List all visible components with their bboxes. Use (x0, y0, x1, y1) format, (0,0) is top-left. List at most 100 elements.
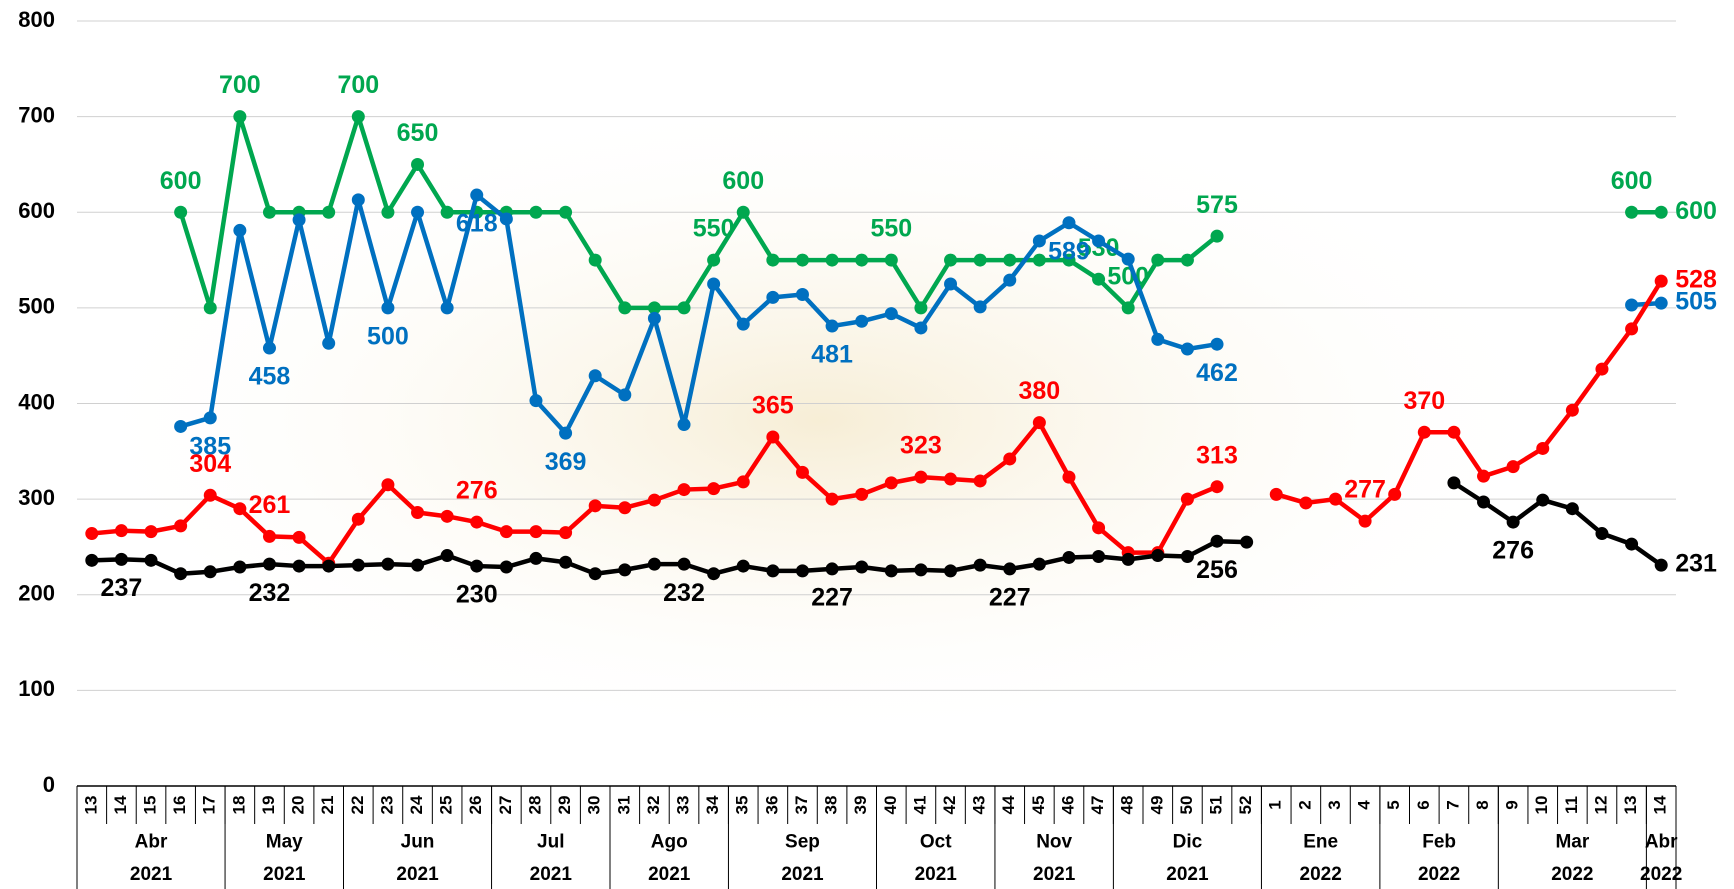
x-tick-label: 9 (1503, 800, 1522, 809)
data-point (441, 510, 454, 523)
data-label: 600 (1611, 167, 1653, 195)
year-label: 2022 (1640, 864, 1682, 885)
data-point (1033, 558, 1046, 571)
data-point (559, 206, 572, 219)
data-point (707, 482, 720, 495)
data-point (293, 213, 306, 226)
x-tick-label: 15 (141, 796, 160, 815)
x-tick-label: 13 (81, 796, 100, 815)
x-tick-label: 12 (1591, 796, 1610, 815)
data-point (1151, 254, 1164, 267)
data-point (204, 565, 217, 578)
x-tick-label: 14 (1651, 795, 1670, 814)
data-point (1092, 521, 1105, 534)
data-point (589, 567, 602, 580)
month-label: Dic (1173, 832, 1203, 853)
year-label: 2022 (1418, 864, 1460, 885)
month-label: Jun (401, 832, 435, 853)
data-point (737, 560, 750, 573)
month-label: Nov (1036, 832, 1072, 853)
x-tick-label: 27 (496, 796, 515, 815)
data-point (352, 559, 365, 572)
chart: 0100200300400500600700800131415161718192… (0, 0, 1734, 889)
data-point (826, 320, 839, 333)
x-tick-label: 39 (851, 796, 870, 815)
data-point (145, 525, 158, 538)
data-point (737, 206, 750, 219)
year-label: 2021 (1033, 864, 1076, 885)
data-point (1033, 234, 1046, 247)
data-point (263, 558, 276, 571)
data-point (974, 474, 987, 487)
data-point (1181, 493, 1194, 506)
data-point (1003, 452, 1016, 465)
data-point (1122, 301, 1135, 314)
data-label: 600 (160, 167, 202, 195)
x-tick-label: 29 (555, 796, 574, 815)
data-point (233, 110, 246, 123)
x-tick-label: 48 (1118, 796, 1137, 815)
data-point (944, 473, 957, 486)
data-point (85, 554, 98, 567)
data-point (1359, 515, 1372, 528)
y-tick-label: 300 (18, 485, 55, 510)
y-tick-label: 200 (18, 581, 55, 606)
data-point (944, 564, 957, 577)
data-point (678, 301, 691, 314)
month-label: Jul (537, 832, 564, 853)
month-label: Mar (1555, 832, 1589, 853)
data-point (470, 516, 483, 529)
data-point (381, 558, 394, 571)
data-point (648, 494, 661, 507)
data-point (678, 483, 691, 496)
year-label: 2022 (1300, 864, 1342, 885)
year-label: 2021 (530, 864, 573, 885)
data-point (1211, 338, 1224, 351)
data-label: 237 (101, 574, 143, 602)
data-point (559, 526, 572, 539)
data-point (737, 475, 750, 488)
data-point (174, 519, 187, 532)
x-tick-label: 49 (1147, 796, 1166, 815)
data-point (263, 206, 276, 219)
month-label: May (266, 832, 303, 853)
data-point (233, 224, 246, 237)
x-tick-label: 28 (525, 796, 544, 815)
data-label: 365 (752, 392, 794, 420)
x-tick-label: 45 (1029, 796, 1048, 815)
x-tick-label: 16 (170, 796, 189, 815)
x-tick-label: 42 (940, 796, 959, 815)
data-point (766, 430, 779, 443)
data-point (885, 254, 898, 267)
x-tick-label: 37 (792, 796, 811, 815)
data-point (174, 567, 187, 580)
data-point (855, 315, 868, 328)
data-point (885, 307, 898, 320)
data-point (1092, 234, 1105, 247)
data-label: 700 (219, 71, 261, 99)
data-point (1625, 299, 1638, 312)
data-point (1062, 551, 1075, 564)
data-label: 458 (249, 363, 291, 391)
data-point (589, 369, 602, 382)
data-point (1151, 549, 1164, 562)
data-point (648, 558, 661, 571)
data-label: 370 (1403, 387, 1445, 415)
data-point (1003, 274, 1016, 287)
data-point (470, 560, 483, 573)
x-tick-label: 35 (733, 796, 752, 815)
data-point (1625, 322, 1638, 335)
data-label: 232 (663, 579, 705, 607)
year-label: 2021 (781, 864, 824, 885)
data-point (826, 493, 839, 506)
data-point (204, 411, 217, 424)
data-label: 462 (1196, 359, 1238, 387)
x-tick-label: 31 (614, 796, 633, 815)
data-point (1181, 342, 1194, 355)
data-point (855, 561, 868, 574)
data-point (1595, 363, 1608, 376)
data-point (796, 288, 809, 301)
data-point (766, 564, 779, 577)
data-point (914, 471, 927, 484)
data-point (411, 559, 424, 572)
